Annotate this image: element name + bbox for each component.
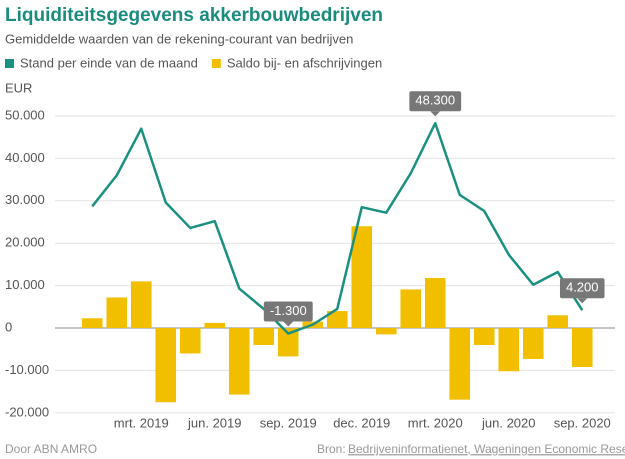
chart-subtitle: Gemiddelde waarden van de rekening-coura…: [5, 31, 353, 46]
bar: [498, 328, 520, 372]
legend-swatch: [211, 59, 221, 68]
data-label-box: [409, 91, 462, 112]
x-tick-label: sep. 2020: [554, 415, 611, 430]
source-link[interactable]: Bedrijveninformatienet, Wageningen Econo…: [348, 442, 625, 456]
bar: [253, 328, 275, 345]
x-tick-label: dec. 2019: [333, 415, 390, 430]
legend-swatch: [5, 59, 14, 68]
bar: [424, 277, 446, 329]
data-label-box: [263, 301, 313, 322]
data-label: -1.300: [263, 301, 313, 327]
y-axis-label: EUR: [5, 80, 32, 95]
y-tick-label: 30.000: [5, 192, 45, 207]
bar: [155, 328, 177, 403]
x-tick-label: jun. 2019: [187, 415, 242, 430]
bar: [179, 328, 201, 354]
legend-label: Stand per einde van de maand: [20, 55, 198, 70]
y-tick-label: -20.000: [5, 404, 49, 419]
source-label: Bron:: [317, 442, 346, 456]
bar: [326, 311, 348, 329]
data-label-box: [559, 278, 605, 299]
grid: [55, 115, 615, 414]
y-tick-label: 50.000: [5, 107, 45, 122]
bar: [106, 297, 128, 329]
y-tick-label: -10.000: [5, 362, 49, 377]
bar: [351, 226, 373, 329]
data-label: 4.200: [559, 278, 605, 304]
x-tick-label: jun. 2020: [481, 415, 536, 430]
bar: [547, 315, 569, 329]
bar: [473, 328, 495, 345]
bar: [277, 328, 299, 357]
bar: [400, 289, 422, 329]
data-label-pointer: [430, 111, 441, 117]
bar: [522, 328, 544, 359]
data-label-pointer: [577, 298, 588, 304]
x-tick-label: mrt. 2019: [114, 415, 169, 430]
x-tick-label: mrt. 2020: [408, 415, 463, 430]
bar: [81, 318, 103, 329]
chart-title: Liquiditeitsgegevens akkerbouwbedrijven: [5, 5, 383, 26]
bar: [449, 328, 471, 400]
footer: Door ABN AMRO: [5, 442, 97, 456]
data-label-text: 48.300: [415, 93, 455, 108]
y-tick-label: 40.000: [5, 150, 45, 165]
data-label: 48.300: [409, 91, 462, 117]
legend-label: Saldo bij- en afschrijvingen: [227, 55, 382, 70]
y-tick-label: 20.000: [5, 235, 45, 250]
bar: [204, 322, 226, 329]
y-tick-label: 10.000: [5, 277, 45, 292]
data-label-text: -1.300: [270, 303, 307, 318]
x-tick-label: sep. 2019: [260, 415, 317, 430]
bar: [130, 281, 152, 329]
bar: [228, 328, 250, 395]
data-label-pointer: [283, 321, 294, 327]
line: [91, 121, 584, 335]
bar: [375, 328, 397, 335]
data-label-text: 4.200: [566, 280, 599, 295]
y-tick-label: 0: [5, 319, 12, 334]
bar: [571, 328, 593, 368]
